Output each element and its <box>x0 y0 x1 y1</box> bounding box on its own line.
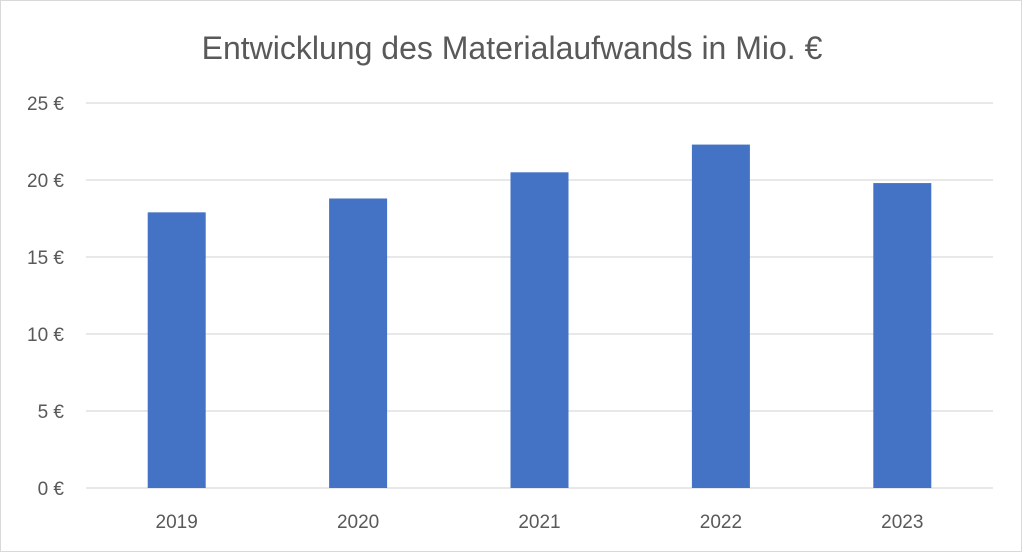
bars <box>147 144 932 489</box>
x-tick-label: 2020 <box>337 512 379 533</box>
y-tick-label: 0 € <box>38 479 65 500</box>
x-tick-label: 2022 <box>700 512 742 533</box>
y-tick-label: 15 € <box>27 248 64 269</box>
chart-title: Entwicklung des Materialaufwands in Mio.… <box>202 30 823 66</box>
bar-2021 <box>510 172 569 489</box>
y-axis-ticks: 0 € 5 € 10 € 15 € 20 € 25 € <box>27 94 64 500</box>
x-axis-ticks: 2019 2020 2021 2022 2023 <box>156 512 924 533</box>
x-tick-label: 2023 <box>881 512 923 533</box>
y-tick-label: 20 € <box>27 171 64 192</box>
y-tick-label: 5 € <box>38 402 65 423</box>
bar-2023 <box>873 183 932 488</box>
bar-2022 <box>691 144 750 488</box>
x-tick-label: 2019 <box>156 512 198 533</box>
y-tick-label: 25 € <box>27 94 64 115</box>
bar-2020 <box>329 198 388 489</box>
bar-2019 <box>147 212 206 488</box>
x-tick-label: 2021 <box>518 512 560 533</box>
y-tick-label: 10 € <box>27 325 64 346</box>
